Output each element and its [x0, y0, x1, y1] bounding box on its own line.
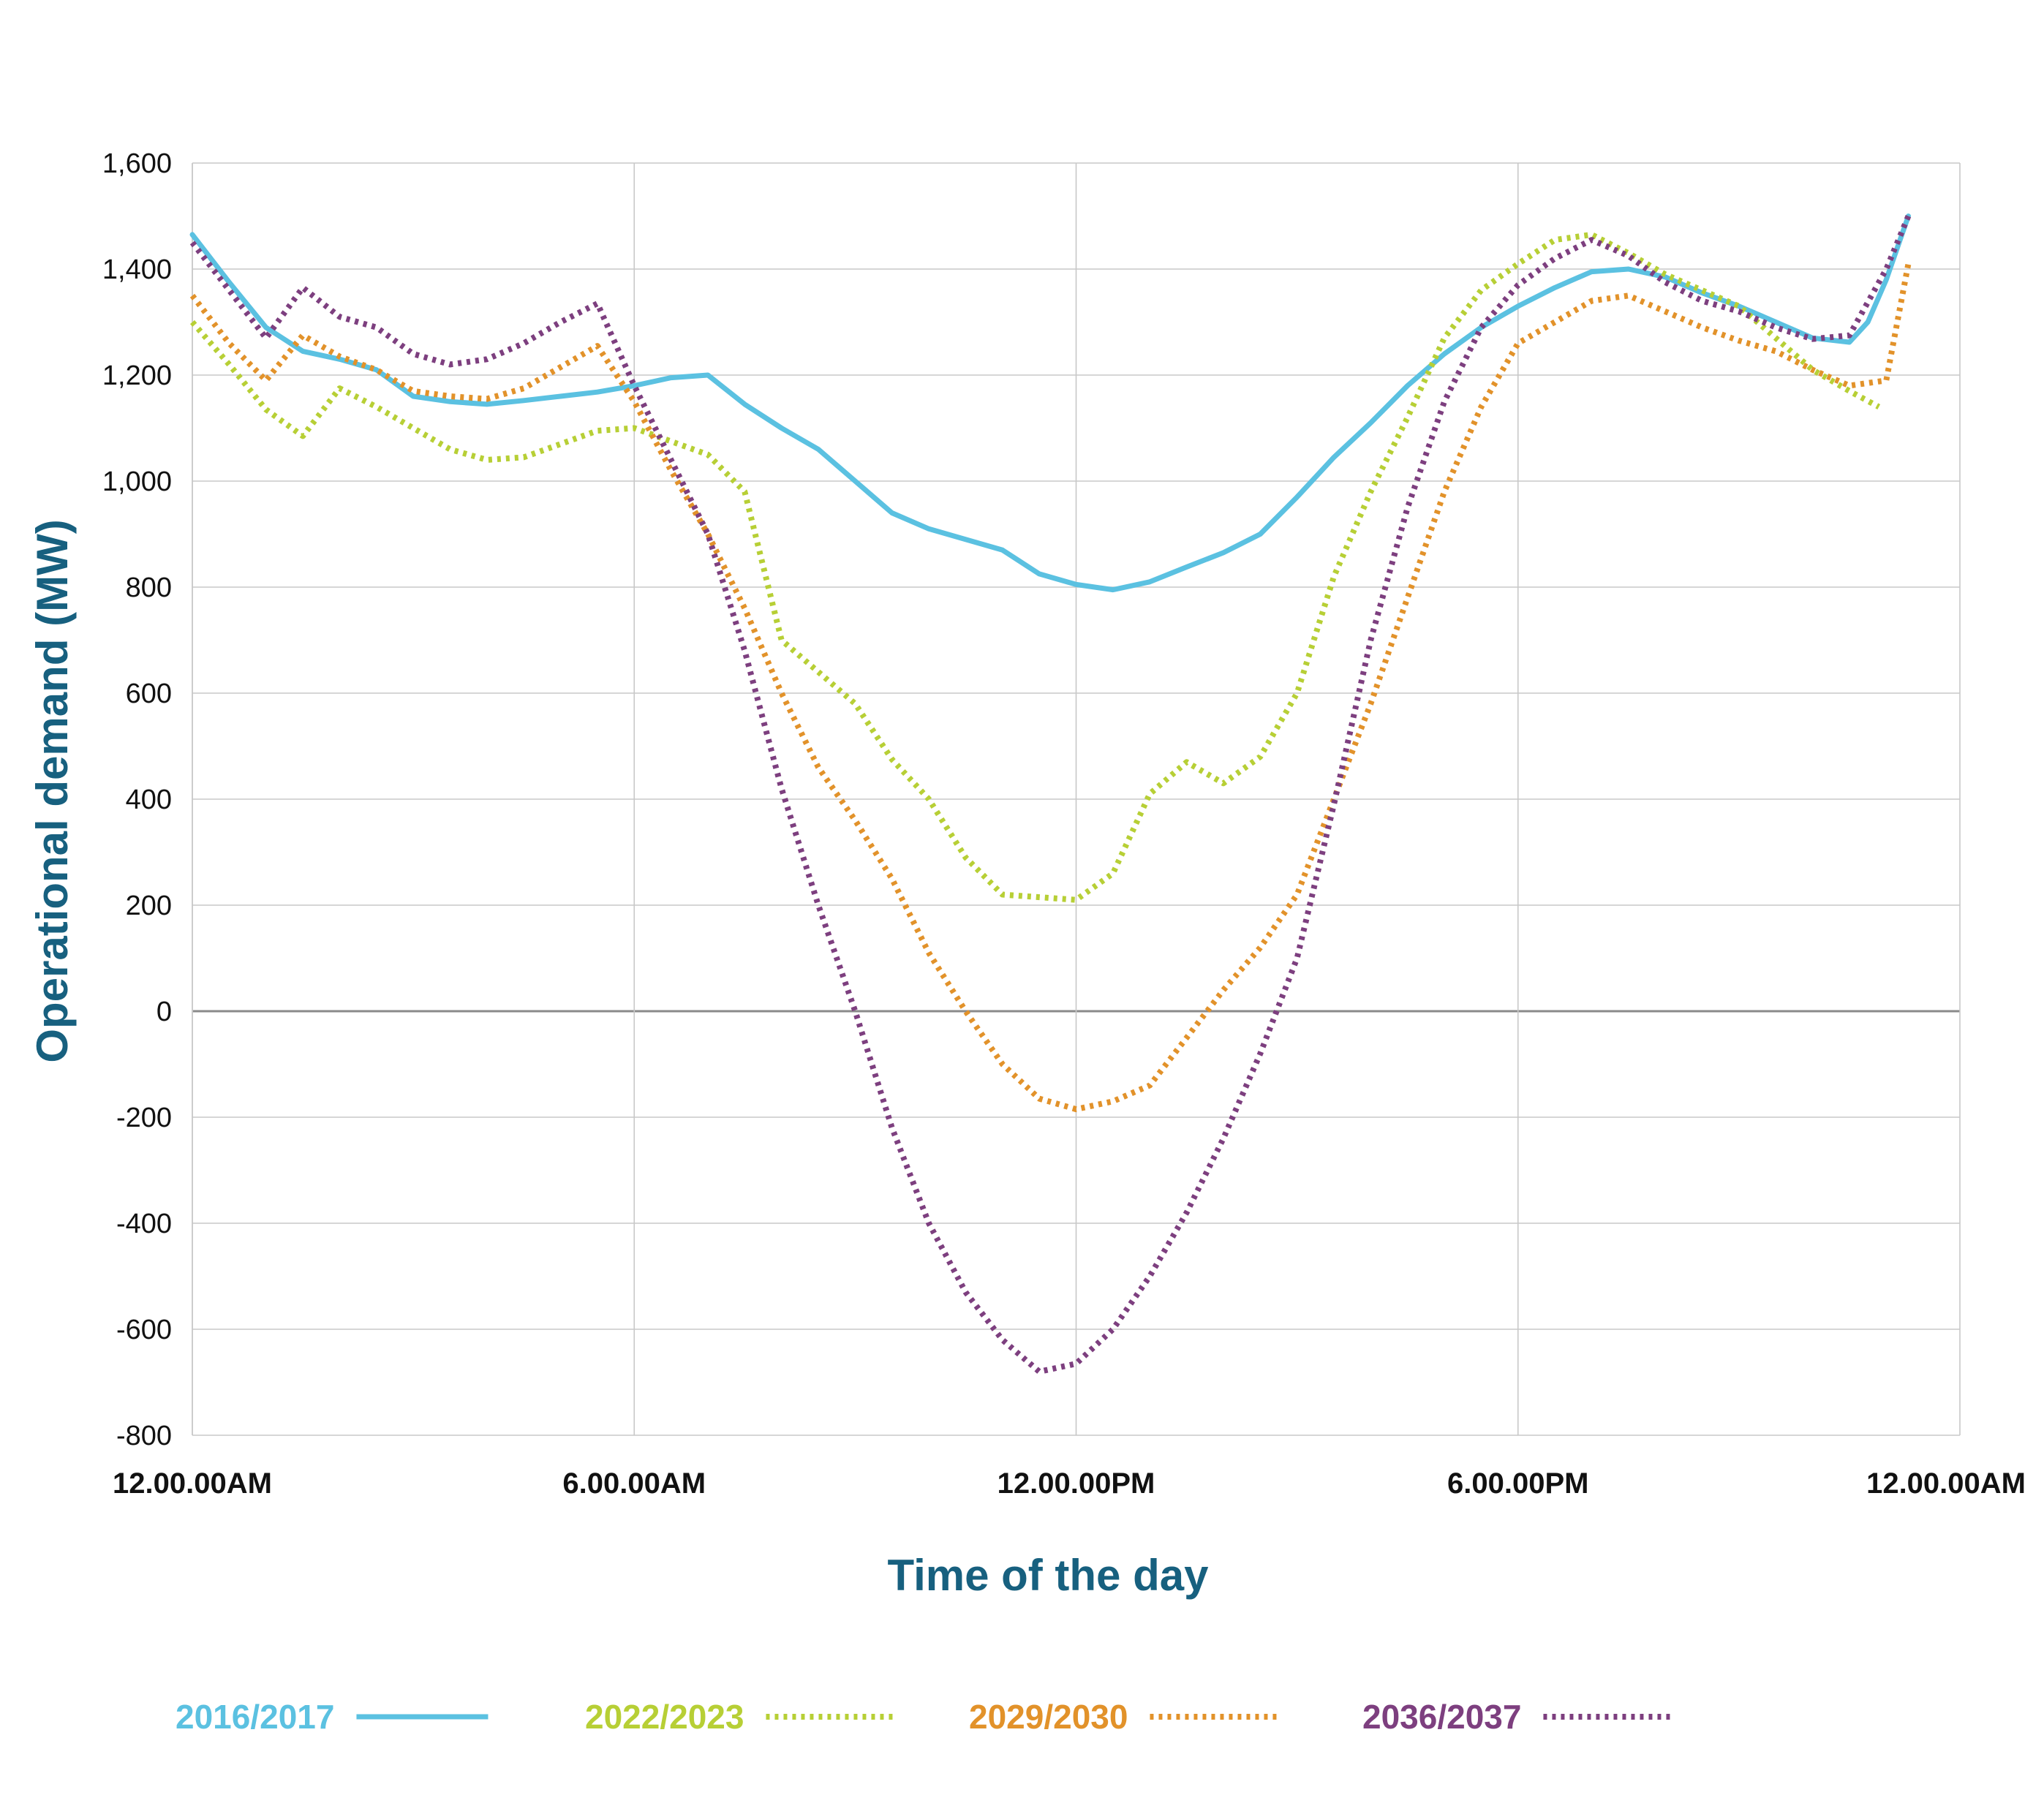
series-line-2016-2017	[189, 213, 1911, 593]
y-tick-label: -400	[116, 1209, 172, 1239]
legend-label: 2029/2030	[969, 1698, 1128, 1736]
y-tick-label: 1,000	[102, 466, 172, 497]
y-tick-label: 1,600	[102, 148, 172, 179]
x-tick-label: 12.00.00AM	[113, 1467, 272, 1500]
y-tick-label: -200	[116, 1103, 172, 1133]
y-tick-label: 0	[156, 997, 172, 1027]
y-tick-label: 1,200	[102, 360, 172, 391]
y-axis-title: Operational demand (MW)	[28, 519, 77, 1062]
legend-label: 2016/2017	[176, 1698, 334, 1736]
tick-labels: 1,600 1,400 1,200 1,000 800 600 400 200 0 -200 -40…	[102, 148, 2026, 1500]
x-tick-label: 6.00.00PM	[1447, 1467, 1588, 1500]
legend-label: 2022/2023	[585, 1698, 744, 1736]
y-tick-label: -600	[116, 1315, 172, 1345]
x-axis-title: Time of the day	[888, 1551, 1210, 1600]
series-line-2022-2023	[189, 231, 1881, 903]
y-tick-label: 600	[126, 679, 172, 709]
y-tick-label: 200	[126, 891, 172, 921]
legend-label: 2036/2037	[1362, 1698, 1521, 1736]
legend: 2016/2017 2022/2023 2029/2030 2036/2037	[176, 1698, 1675, 1736]
y-tick-label: 800	[126, 572, 172, 603]
y-tick-label: 1,400	[102, 254, 172, 285]
x-tick-label: 6.00.00AM	[562, 1467, 706, 1500]
series-line-2029-2030	[189, 263, 1912, 1113]
gridlines	[192, 162, 1961, 1436]
y-tick-label: 400	[126, 785, 172, 815]
x-tick-label: 12.00.00AM	[1866, 1467, 2026, 1500]
series-lines	[189, 213, 1912, 1375]
y-tick-label: -800	[116, 1421, 172, 1451]
x-tick-label: 12.00.00PM	[998, 1467, 1155, 1500]
